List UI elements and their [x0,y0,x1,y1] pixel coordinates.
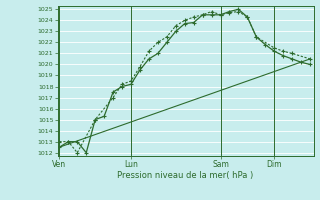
X-axis label: Pression niveau de la mer( hPa ): Pression niveau de la mer( hPa ) [117,171,254,180]
